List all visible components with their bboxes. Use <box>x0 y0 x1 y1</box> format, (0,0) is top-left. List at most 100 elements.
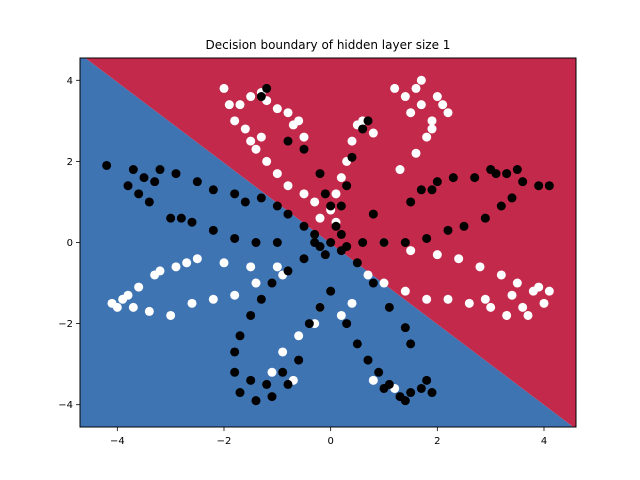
white-point <box>416 100 426 110</box>
black-point <box>368 209 378 219</box>
white-point <box>182 258 192 268</box>
x-axis: −4 −2 0 2 4 <box>110 427 547 447</box>
white-point <box>480 294 490 304</box>
black-point <box>518 177 528 187</box>
white-point <box>187 298 197 308</box>
white-point <box>208 294 218 304</box>
white-point <box>496 270 506 280</box>
data-points <box>102 75 554 406</box>
white-point <box>219 258 229 268</box>
black-point <box>283 209 293 219</box>
black-point <box>166 213 176 223</box>
black-point <box>283 266 293 276</box>
white-point <box>251 144 261 154</box>
black-point <box>336 229 346 239</box>
white-point <box>171 262 181 272</box>
white-point <box>390 83 400 93</box>
white-point <box>368 375 378 385</box>
white-point <box>432 92 442 102</box>
white-point <box>347 298 357 308</box>
black-point <box>246 310 256 320</box>
black-point <box>272 201 282 211</box>
white-point <box>443 294 453 304</box>
black-point <box>342 319 352 329</box>
black-point <box>352 339 362 349</box>
black-point <box>331 221 341 231</box>
white-point <box>267 367 277 377</box>
black-point <box>347 152 357 162</box>
black-point <box>187 217 197 227</box>
black-point <box>326 286 336 296</box>
white-point <box>438 100 448 110</box>
black-point <box>400 396 410 406</box>
white-point <box>486 302 496 312</box>
black-point <box>230 367 240 377</box>
white-point <box>406 246 416 256</box>
black-point <box>171 169 181 179</box>
x-tick-label: −4 <box>110 436 125 447</box>
black-point <box>352 258 362 268</box>
white-point <box>288 120 298 130</box>
black-point <box>299 144 309 154</box>
white-point <box>363 270 373 280</box>
black-point <box>256 193 266 203</box>
white-point <box>246 92 256 102</box>
black-point <box>251 238 261 247</box>
white-point <box>336 310 346 320</box>
y-axis: −4 −2 0 2 4 <box>58 76 80 411</box>
black-point <box>342 181 352 191</box>
white-point <box>283 181 293 191</box>
black-point <box>262 83 272 93</box>
white-point <box>464 298 474 308</box>
white-point <box>272 169 282 179</box>
black-point <box>134 189 144 199</box>
x-tick-label: −2 <box>217 436 232 447</box>
white-point <box>411 148 421 158</box>
black-point <box>192 177 202 187</box>
white-point <box>422 294 432 304</box>
black-point <box>368 278 378 288</box>
black-point <box>320 250 330 260</box>
white-point <box>123 290 133 300</box>
white-point <box>315 213 325 223</box>
white-point <box>331 189 341 199</box>
y-tick-label: 0 <box>67 238 73 249</box>
black-point <box>459 221 469 231</box>
black-point <box>470 173 480 183</box>
white-point <box>299 132 309 142</box>
black-point <box>267 278 277 288</box>
white-point <box>379 278 389 288</box>
black-point <box>491 169 501 179</box>
plot-area <box>80 58 576 427</box>
y-tick-label: −4 <box>58 400 73 411</box>
black-point <box>422 375 432 385</box>
white-point <box>144 306 154 316</box>
black-point <box>443 225 453 235</box>
white-point <box>230 290 240 300</box>
y-tick-label: 4 <box>67 76 73 87</box>
black-point <box>384 302 394 312</box>
black-point <box>315 302 325 312</box>
black-point <box>400 323 410 333</box>
white-point <box>294 331 304 341</box>
black-point <box>240 197 250 207</box>
white-point <box>310 197 320 207</box>
black-point <box>448 173 458 183</box>
black-point <box>283 379 293 389</box>
white-point <box>230 116 240 126</box>
y-tick-label: 2 <box>67 157 73 168</box>
white-point <box>166 310 176 320</box>
black-point <box>299 221 309 231</box>
white-point <box>128 302 138 312</box>
black-point <box>310 238 320 247</box>
black-point <box>144 197 154 207</box>
white-point <box>256 132 266 142</box>
white-point <box>534 282 544 292</box>
black-point <box>155 165 165 175</box>
x-tick-label: 4 <box>541 436 547 447</box>
black-point <box>208 185 218 195</box>
white-point <box>272 104 282 114</box>
black-point <box>422 233 432 243</box>
black-point <box>358 238 368 247</box>
